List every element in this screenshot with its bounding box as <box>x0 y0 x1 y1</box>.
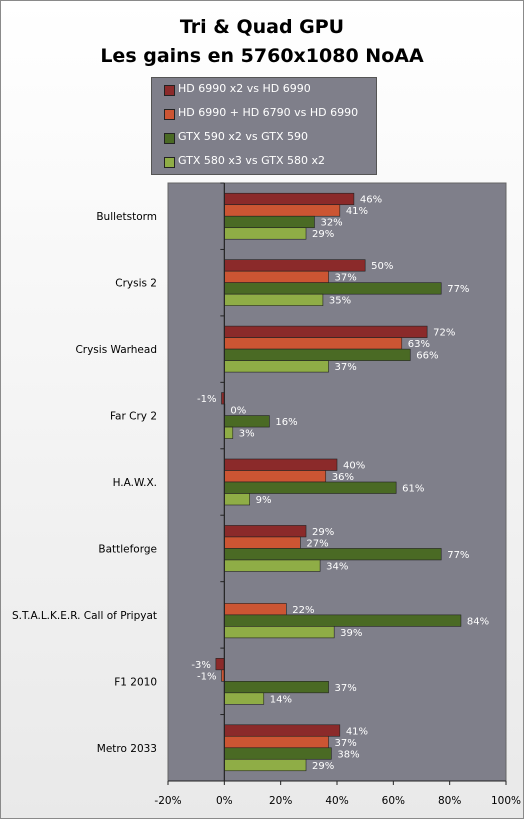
data-label: 22% <box>292 605 314 616</box>
data-label: 40% <box>343 461 365 472</box>
bar <box>224 481 397 494</box>
x-tick-label: 100% <box>491 795 521 807</box>
category-label: Crysis Warhead <box>75 344 157 356</box>
bar <box>224 536 301 549</box>
data-label: 34% <box>326 561 348 572</box>
bar <box>224 192 355 206</box>
bar <box>224 325 428 338</box>
category-label: Far Cry 2 <box>110 411 157 423</box>
category-label: Bulletstorm <box>96 211 157 223</box>
chart-subtitle: Les gains en 5760x1080 NoAA <box>100 45 424 67</box>
data-label: 37% <box>335 362 357 373</box>
data-label: 77% <box>447 284 469 295</box>
bar <box>224 681 329 694</box>
data-label: 50% <box>371 261 393 272</box>
bar <box>224 525 307 538</box>
chart-title: Tri & Quad GPU <box>179 16 345 38</box>
bar <box>224 603 287 616</box>
bar <box>224 360 329 373</box>
legend-label: HD 6990 x2 vs HD 6990 <box>178 82 311 95</box>
data-label: 37% <box>335 738 357 749</box>
data-label: 32% <box>320 218 342 229</box>
bar <box>215 658 225 671</box>
bar <box>224 493 250 506</box>
category-label: S.T.A.L.K.E.R. Call of Pripyat <box>12 610 157 622</box>
x-tick-label: 40% <box>325 795 348 807</box>
category-label: H.A.W.X. <box>113 477 157 489</box>
bar <box>224 724 341 737</box>
legend-label: HD 6990 + HD 6790 vs HD 6990 <box>178 106 359 119</box>
legend-label: GTX 580 x3 vs GTX 580 x2 <box>178 154 326 167</box>
data-label: 36% <box>332 472 354 483</box>
bar <box>224 735 329 749</box>
category-label: Metro 2033 <box>97 743 157 755</box>
bar <box>224 282 442 295</box>
bar <box>224 747 332 760</box>
bar <box>224 215 315 229</box>
bar <box>224 415 270 428</box>
data-label: -1% <box>197 394 216 405</box>
bar <box>224 259 366 272</box>
category-label: Crysis 2 <box>115 278 157 290</box>
data-label: 41% <box>346 206 368 217</box>
legend-item: GTX 580 x3 vs GTX 580 x2 <box>152 153 376 171</box>
bar <box>224 458 338 471</box>
bar <box>224 548 442 561</box>
x-tick-label: -20% <box>154 795 181 807</box>
data-label: 66% <box>416 351 438 362</box>
data-label: 29% <box>312 527 334 538</box>
data-label: 46% <box>360 195 382 206</box>
legend-swatch <box>164 157 175 168</box>
category-label: F1 2010 <box>114 676 157 688</box>
data-label: 61% <box>402 484 424 495</box>
x-tick-label: 80% <box>438 795 461 807</box>
data-label: 0% <box>230 406 246 417</box>
legend-swatch <box>164 85 175 96</box>
data-label: 16% <box>275 417 297 428</box>
data-label: 29% <box>312 229 334 240</box>
data-label: 27% <box>306 538 328 549</box>
bar <box>224 614 462 627</box>
legend-item: GTX 590 x2 vs GTX 590 <box>152 129 376 147</box>
bar <box>224 692 265 705</box>
bar <box>224 337 403 350</box>
data-label: 37% <box>335 273 357 284</box>
legend-swatch <box>164 109 175 120</box>
legend-swatch <box>164 133 175 144</box>
data-label: -3% <box>191 660 210 671</box>
data-label: 9% <box>256 495 272 506</box>
bar <box>224 270 329 283</box>
bar <box>224 204 341 217</box>
data-label: 77% <box>447 550 469 561</box>
legend: HD 6990 x2 vs HD 6990 HD 6990 + HD 6790 … <box>151 77 377 175</box>
x-tick-label: 60% <box>382 795 405 807</box>
bar <box>224 626 335 639</box>
bar <box>224 559 321 572</box>
data-label: 35% <box>329 296 351 307</box>
data-label: 14% <box>270 694 292 705</box>
bar <box>224 758 307 772</box>
legend-item: HD 6990 x2 vs HD 6990 <box>152 81 376 99</box>
x-tick-label: 0% <box>216 795 233 807</box>
legend-item: HD 6990 + HD 6790 vs HD 6990 <box>152 105 376 123</box>
data-label: 41% <box>346 726 368 737</box>
data-label: 72% <box>433 328 455 339</box>
data-label: 29% <box>312 761 334 772</box>
data-label: 37% <box>335 683 357 694</box>
legend-label: GTX 590 x2 vs GTX 590 <box>178 130 308 143</box>
bar <box>224 293 324 306</box>
category-label: Battleforge <box>98 543 157 555</box>
data-label: -1% <box>197 671 216 682</box>
bar <box>224 470 327 483</box>
data-label: 63% <box>408 339 430 350</box>
data-label: 84% <box>467 616 489 627</box>
data-label: 3% <box>239 429 255 440</box>
data-label: 39% <box>340 628 362 639</box>
bar <box>224 426 234 439</box>
x-tick-label: 20% <box>269 795 292 807</box>
data-label: 38% <box>337 749 359 760</box>
bar <box>224 348 411 361</box>
bar <box>224 227 307 240</box>
